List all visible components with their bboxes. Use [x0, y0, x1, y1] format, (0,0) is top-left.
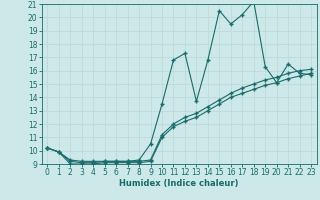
X-axis label: Humidex (Indice chaleur): Humidex (Indice chaleur) [119, 179, 239, 188]
